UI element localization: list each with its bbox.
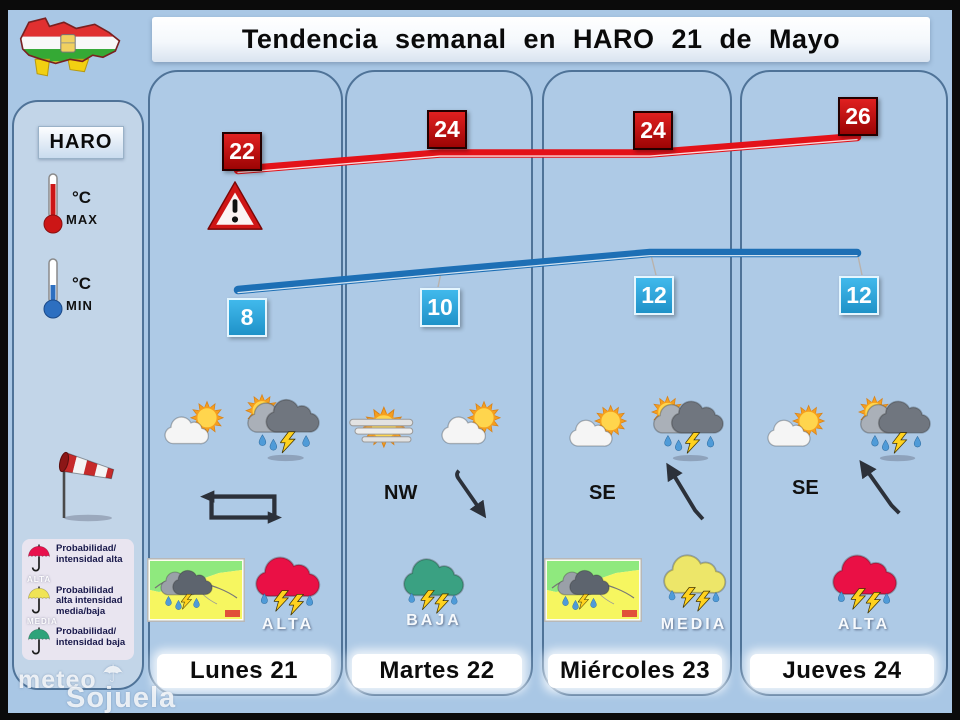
min-temp-label-miercoles: 12 (634, 276, 674, 315)
legend-tag: ALTA (27, 575, 52, 584)
sun-cloud-icon (164, 400, 224, 445)
storm-cloud-rain-lightning-icon (858, 395, 931, 462)
wind-direction-label: SE (792, 477, 819, 499)
storm-probability-cloud-icon (832, 554, 898, 614)
min-unit-label: °C (72, 274, 92, 293)
umbrella-yellow-icon (27, 586, 51, 616)
station-name: HARO (38, 126, 124, 159)
umbrella-icon: ☂ (102, 661, 124, 688)
precip-legend: ALTA Probabilidad/ intensidad alta MEDIA… (22, 539, 134, 660)
max-label: MAX (66, 212, 98, 227)
wind-arrow-northwest-icon (859, 459, 901, 515)
frame-border-top (0, 0, 960, 10)
day-name-lunes: Lunes 21 (157, 654, 331, 688)
max-temp-label-miercoles: 24 (633, 111, 673, 150)
watermark-word2: Sojuela (66, 682, 177, 714)
wind-arrow-southeast-icon (455, 469, 487, 519)
sun-cloud-icon (767, 404, 825, 447)
watermark-word1: meteo (18, 666, 97, 694)
thermometer-max-icon (43, 173, 63, 234)
storm-probability-cloud-icon (663, 554, 727, 612)
min-temp-label-martes: 10 (420, 288, 460, 327)
thermometer-min-icon (43, 258, 63, 319)
storm-probability-level: ALTA (261, 616, 315, 633)
storm-cloud-rain-lightning-icon (245, 393, 320, 462)
max-temp-label-jueves: 26 (838, 97, 878, 136)
weather-warning-triangle-icon (207, 181, 263, 230)
min-label: MIN (66, 298, 93, 313)
windsock-icon (58, 451, 115, 522)
day-name-martes: Martes 22 (352, 654, 522, 688)
wind-direction-label: NW (384, 482, 418, 504)
day-name-jueves: Jueves 24 (750, 654, 934, 688)
storm-probability-level: ALTA (837, 616, 891, 633)
legend-row-media: MEDIA Probabilidad alta intensidad media… (27, 584, 130, 626)
legend-text: Probabilidad alta intensidad media/baja (56, 584, 123, 618)
storm-probability-level: MEDIA (660, 616, 728, 633)
aemet-warning-map-icon (147, 558, 245, 622)
wind-arrow-northwest-icon (666, 462, 705, 521)
sun-with-cloud-bands-icon (349, 406, 414, 448)
sun-cloud-icon (569, 404, 627, 447)
sun-cloud-icon (441, 400, 501, 445)
legend-text: Probabilidad/ intensidad baja (56, 626, 126, 648)
storm-probability-level: BAJA (406, 612, 462, 629)
storm-cloud-rain-lightning-icon (651, 395, 724, 462)
page-title: Tendencia semanal en HARO 21 de Mayo (152, 17, 930, 62)
legend-text: Probabilidad/ intensidad alta (56, 543, 123, 565)
legend-row-baja: Probabilidad/ intensidad baja (27, 626, 130, 658)
frame-border-bottom (0, 713, 960, 720)
meteosojuela-watermark: meteo ☂ Sojuela (10, 658, 190, 716)
variable-wind-loop-icon (200, 490, 282, 524)
storm-probability-cloud-icon (403, 558, 465, 614)
umbrella-red-icon (27, 544, 51, 574)
min-temp-label-jueves: 12 (839, 276, 879, 315)
umbrella-green-icon (27, 627, 51, 657)
wind-direction-label: SE (589, 482, 616, 504)
min-temp-label-lunes: 8 (227, 298, 267, 337)
day-name-miercoles: Miércoles 23 (548, 654, 722, 688)
max-temp-label-martes: 24 (427, 110, 467, 149)
legend-tag: MEDIA (27, 616, 58, 626)
sidebar: HARO °C MAX °C MIN (12, 100, 144, 690)
max-temp-label-lunes: 22 (222, 132, 262, 171)
frame-border-right (952, 0, 960, 720)
legend-row-alta: ALTA Probabilidad/ intensidad alta (27, 543, 130, 584)
frame-border-left (0, 0, 8, 720)
storm-probability-cloud-icon (255, 556, 321, 616)
aemet-warning-map-icon (544, 558, 642, 622)
max-unit-label: °C (72, 188, 92, 207)
la-rioja-flag-map-icon (19, 17, 121, 77)
